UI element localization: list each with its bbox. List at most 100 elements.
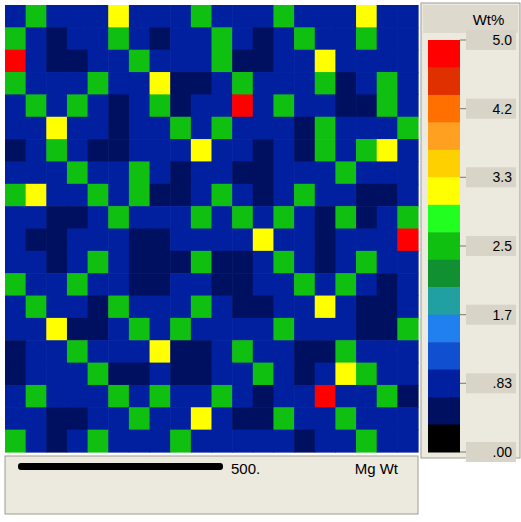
cell <box>46 206 67 229</box>
heatmap <box>5 5 419 453</box>
colorbar-band <box>428 40 460 68</box>
cell <box>212 363 233 386</box>
cell <box>294 5 315 28</box>
cell <box>294 296 315 319</box>
colorbar-band <box>428 260 460 288</box>
cell <box>129 184 150 207</box>
cell <box>397 273 418 296</box>
cell <box>397 117 418 140</box>
cell <box>191 206 212 229</box>
cell <box>212 296 233 319</box>
cell <box>46 251 67 274</box>
cell <box>67 340 88 363</box>
cell <box>108 139 129 162</box>
cell <box>397 50 418 73</box>
cell <box>377 340 398 363</box>
cell <box>356 94 377 117</box>
cell <box>88 385 109 408</box>
cell <box>356 340 377 363</box>
cell <box>253 251 274 274</box>
cell <box>67 273 88 296</box>
cell <box>108 117 129 140</box>
cell <box>232 318 253 341</box>
cell <box>129 340 150 363</box>
colorbar-band <box>428 425 460 453</box>
cell <box>191 318 212 341</box>
cell <box>67 407 88 430</box>
cell <box>315 5 336 28</box>
cell <box>377 50 398 73</box>
cell <box>26 184 47 207</box>
cell <box>315 139 336 162</box>
colorbar-band <box>428 95 460 123</box>
cell <box>170 363 191 386</box>
cell <box>273 318 294 341</box>
cell <box>150 117 171 140</box>
cell <box>315 385 336 408</box>
cell <box>108 5 129 28</box>
cell <box>150 72 171 95</box>
cell <box>46 340 67 363</box>
colorbar-band <box>428 177 460 205</box>
cell <box>253 229 274 252</box>
cell <box>212 27 233 50</box>
cell <box>150 273 171 296</box>
cell <box>129 139 150 162</box>
cell <box>397 385 418 408</box>
cell <box>150 296 171 319</box>
cell <box>335 340 356 363</box>
cell <box>212 50 233 73</box>
cell <box>253 318 274 341</box>
cell <box>191 407 212 430</box>
cell <box>67 430 88 453</box>
cell <box>232 94 253 117</box>
cell <box>294 72 315 95</box>
colorbar-band <box>428 67 460 95</box>
cell <box>26 72 47 95</box>
cell <box>356 50 377 73</box>
cell <box>67 72 88 95</box>
cell <box>150 407 171 430</box>
cell <box>212 430 233 453</box>
cell <box>108 430 129 453</box>
colorbar-band <box>428 287 460 315</box>
cell <box>315 340 336 363</box>
cell <box>377 94 398 117</box>
cell <box>191 50 212 73</box>
cell <box>315 229 336 252</box>
cell <box>273 50 294 73</box>
cell <box>397 407 418 430</box>
cell <box>335 430 356 453</box>
cell <box>253 206 274 229</box>
cell <box>46 117 67 140</box>
cell <box>88 318 109 341</box>
cell <box>67 27 88 50</box>
cell <box>377 139 398 162</box>
cell <box>5 340 26 363</box>
cell <box>232 5 253 28</box>
cell <box>397 229 418 252</box>
cell <box>315 50 336 73</box>
info-strip <box>5 456 418 514</box>
cell <box>335 296 356 319</box>
cell <box>26 5 47 28</box>
cell <box>5 407 26 430</box>
cell <box>129 318 150 341</box>
cell <box>26 50 47 73</box>
cell <box>88 5 109 28</box>
cell <box>315 251 336 274</box>
cell <box>335 229 356 252</box>
cell <box>191 430 212 453</box>
cell <box>315 407 336 430</box>
cell <box>377 27 398 50</box>
cell <box>129 296 150 319</box>
cell <box>129 5 150 28</box>
cell <box>253 72 274 95</box>
cell <box>170 296 191 319</box>
cell <box>191 161 212 184</box>
cell <box>212 184 233 207</box>
cell <box>232 50 253 73</box>
figure: Wt%5.04.23.32.51.7.83.00500.Mg Wt <box>0 0 521 522</box>
cell <box>335 273 356 296</box>
cell <box>88 229 109 252</box>
